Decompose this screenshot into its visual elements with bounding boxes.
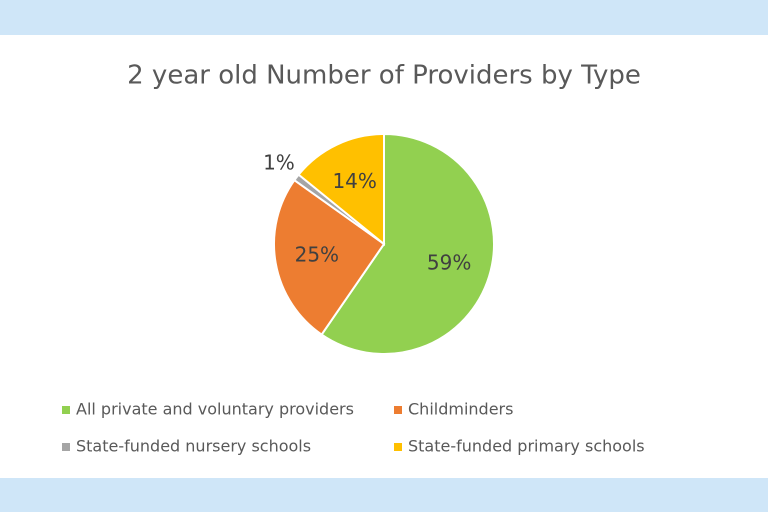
- chart-title: 2 year old Number of Providers by Type: [127, 61, 641, 91]
- legend-swatch: [62, 406, 70, 414]
- legend-label: State-funded primary schools: [408, 437, 645, 456]
- legend-swatch: [62, 443, 70, 451]
- pie-slice: [297, 132, 385, 247]
- legend-label: All private and voluntary providers: [76, 400, 354, 419]
- data-label: 59%: [427, 251, 471, 275]
- pie-slice: [320, 132, 495, 355]
- legend-label: Childminders: [408, 400, 513, 419]
- data-label: 1%: [263, 151, 295, 175]
- legend-swatch: [394, 406, 402, 414]
- legend-label: State-funded nursery schools: [76, 437, 311, 456]
- pie-slice: [273, 178, 386, 336]
- legend-swatch: [394, 443, 402, 451]
- data-label: 14%: [332, 169, 376, 193]
- data-label: 25%: [295, 242, 339, 266]
